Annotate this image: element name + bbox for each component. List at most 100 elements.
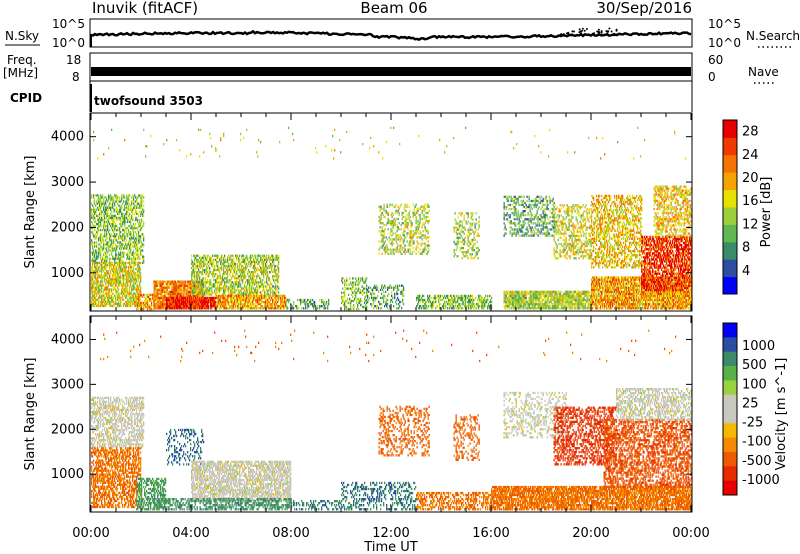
heatmap-cell (155, 291, 156, 293)
heatmap-cell (391, 251, 392, 253)
heatmap-cell (234, 291, 235, 293)
heatmap-cell (209, 269, 210, 271)
heatmap-cell (269, 297, 270, 299)
heatmap-cell (386, 301, 387, 303)
heatmap-cell (106, 233, 107, 235)
heatmap-cell (402, 299, 403, 301)
heatmap-cell (403, 295, 404, 297)
heatmap-cell (103, 284, 104, 286)
heatmap-cell (101, 272, 102, 274)
heatmap-cell (194, 259, 195, 261)
heatmap-cell (115, 252, 116, 254)
heatmap-cell (100, 194, 101, 196)
heatmap-cell (359, 281, 360, 283)
heatmap-cell (101, 270, 102, 272)
heatmap-cell (123, 194, 124, 196)
heatmap-cell (126, 266, 127, 268)
heatmap-cell (269, 301, 270, 303)
heatmap-cell (257, 259, 258, 261)
heatmap-cell (358, 277, 359, 279)
heatmap-cell (401, 236, 402, 238)
heatmap-cell (219, 269, 220, 271)
heatmap-cell (119, 229, 120, 231)
heatmap-cell (270, 291, 271, 293)
heatmap-cell (308, 299, 309, 301)
heatmap-cell (326, 301, 327, 303)
heatmap-cell (202, 267, 203, 269)
heatmap-cell (206, 265, 207, 267)
heatmap-cell (319, 299, 320, 301)
heatmap-cell (193, 283, 194, 285)
heatmap-cell (151, 304, 152, 306)
heatmap-cell (239, 255, 240, 257)
heatmap-cell (191, 299, 192, 301)
heatmap-cell (181, 305, 182, 307)
heatmap-cell (286, 301, 287, 303)
heatmap-cell (284, 307, 285, 309)
heatmap-cell (206, 259, 207, 261)
heatmap-cell (266, 265, 267, 267)
heatmap-cell (400, 249, 401, 251)
heatmap-cell (257, 257, 258, 259)
heatmap-cell (373, 303, 374, 305)
heatmap-cell (385, 249, 386, 251)
heatmap-cell (260, 307, 261, 309)
heatmap-cell (350, 304, 351, 306)
heatmap-cell (392, 234, 393, 236)
heatmap-cell (126, 215, 127, 217)
heatmap-cell (135, 262, 136, 264)
heatmap-cell (96, 200, 97, 202)
heatmap-cell (139, 194, 140, 196)
heatmap-cell (257, 273, 258, 275)
heatmap-cell (207, 267, 208, 269)
heatmap-cell (414, 208, 415, 210)
heatmap-cell (137, 306, 138, 308)
heatmap-cell (293, 307, 294, 309)
heatmap-cell (251, 289, 252, 291)
heatmap-cell (409, 212, 410, 214)
heatmap-cell (115, 295, 116, 297)
nsearch-dot (596, 31, 598, 33)
heatmap-cell (201, 263, 202, 265)
heatmap-cell (278, 269, 279, 271)
heatmap-cell (131, 305, 132, 307)
heatmap-cell (377, 289, 378, 291)
heatmap-cell (96, 303, 97, 305)
heatmap-cell (209, 273, 210, 275)
heatmap-cell (249, 301, 250, 303)
heatmap-cell (126, 194, 127, 196)
heatmap-cell (95, 213, 96, 215)
heatmap-cell (358, 308, 359, 310)
heatmap-cell (244, 271, 245, 273)
heatmap-cell (197, 271, 198, 273)
heatmap-cell (278, 275, 279, 277)
heatmap-cell (107, 264, 108, 266)
heatmap-cell (143, 239, 144, 241)
heatmap-cell (349, 284, 350, 286)
heatmap-cell (236, 271, 237, 273)
heatmap-cell (105, 305, 106, 307)
heatmap-cell (403, 242, 404, 244)
heatmap-cell (391, 291, 392, 293)
heatmap-cell (260, 279, 261, 281)
heatmap-cell (360, 290, 361, 292)
heatmap-cell (375, 299, 376, 301)
heatmap-cell (107, 286, 108, 288)
heatmap-cell (103, 198, 104, 200)
heatmap-cell (368, 299, 369, 301)
heatmap-cell (234, 287, 235, 289)
heatmap-cell (100, 207, 101, 209)
heatmap-cell (273, 295, 274, 297)
heatmap-cell (122, 297, 123, 299)
heatmap-cell (96, 245, 97, 247)
heatmap-cell (304, 299, 305, 301)
heatmap-cell (356, 302, 357, 304)
heatmap-cell (410, 210, 411, 212)
heatmap-cell (241, 267, 242, 269)
heatmap-cell (95, 291, 96, 293)
heatmap-cell (247, 289, 248, 291)
heatmap-cell (95, 233, 96, 235)
heatmap-cell (126, 297, 127, 299)
heatmap-cell (298, 307, 299, 309)
heatmap-cell (112, 305, 113, 307)
